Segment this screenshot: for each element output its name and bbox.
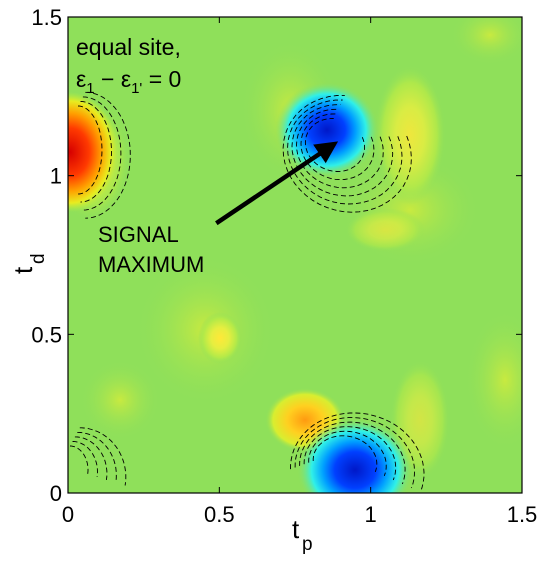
annotation-line-1: SIGNAL: [98, 222, 179, 247]
annotation-line-2: MAXIMUM: [98, 252, 204, 277]
x-tick-label: 1.5: [507, 502, 538, 527]
negative-peak-lower: [297, 418, 413, 493]
note-line-1: equal site,: [76, 34, 181, 60]
pale-lobe: [450, 17, 522, 65]
contour-upper-peak: [296, 108, 384, 189]
contour-upper-peak: [282, 94, 412, 213]
yellow-arc: [374, 65, 446, 205]
contour-lower-peak: [303, 426, 397, 481]
note-line-2: ε1 − ε1' = 0: [76, 66, 181, 97]
contour-corner: [79, 427, 127, 486]
x-axis-label-sub: p: [302, 534, 313, 555]
x-tick-label: 0.5: [204, 502, 235, 527]
negative-peak-upper: [275, 82, 379, 178]
contour-left-peak: [82, 96, 122, 211]
contour-corner: [77, 431, 117, 483]
positive-peak: [68, 92, 118, 212]
annotation-arrow: [215, 141, 339, 226]
y-axis-label-main: t: [8, 266, 38, 274]
contour-corner: [74, 436, 108, 480]
contour-left-peak: [85, 91, 131, 219]
x-tick-label: 0: [62, 502, 74, 527]
yellow-arc: [345, 208, 425, 252]
y-tick-label: 0: [50, 481, 62, 506]
pale-lobe: [465, 310, 522, 450]
y-tick-label: 1.5: [31, 5, 62, 30]
plot-frame: [67, 16, 523, 494]
y-tick-label: 0.5: [31, 322, 62, 347]
positive-lobe-weak: [198, 312, 242, 364]
contour-left-peak: [80, 101, 112, 203]
x-axis-ticks: 0 0.5 1 1.5: [62, 17, 537, 527]
x-axis-label-main: t: [292, 514, 300, 544]
contour-lower-peak: [299, 421, 406, 485]
pale-lobe: [80, 360, 160, 440]
contour-upper-peak: [291, 104, 394, 197]
y-axis-label-sub: d: [28, 253, 49, 264]
signal-maximum-annotation: SIGNAL MAXIMUM: [98, 141, 339, 277]
contour-corner: [70, 445, 89, 475]
x-axis-label: t p: [292, 514, 313, 555]
dashed-contours: [70, 91, 425, 493]
x-tick-label: 1: [365, 502, 377, 527]
y-axis-ticks: 0 0.5 1 1.5: [31, 5, 522, 506]
plot-note: equal site, ε1 − ε1' = 0: [76, 34, 181, 97]
contour-upper-peak: [300, 113, 375, 181]
contour-upper-peak: [287, 99, 403, 205]
y-tick-label: 1: [50, 164, 62, 189]
contour-lower-peak: [294, 417, 415, 489]
contour-upper-peak: [304, 118, 366, 172]
contour-lower-peak: [290, 412, 425, 493]
contour-lower-peak: [312, 435, 378, 473]
y-axis-label: t d: [8, 253, 49, 274]
contour-lower-peak: [308, 430, 387, 477]
